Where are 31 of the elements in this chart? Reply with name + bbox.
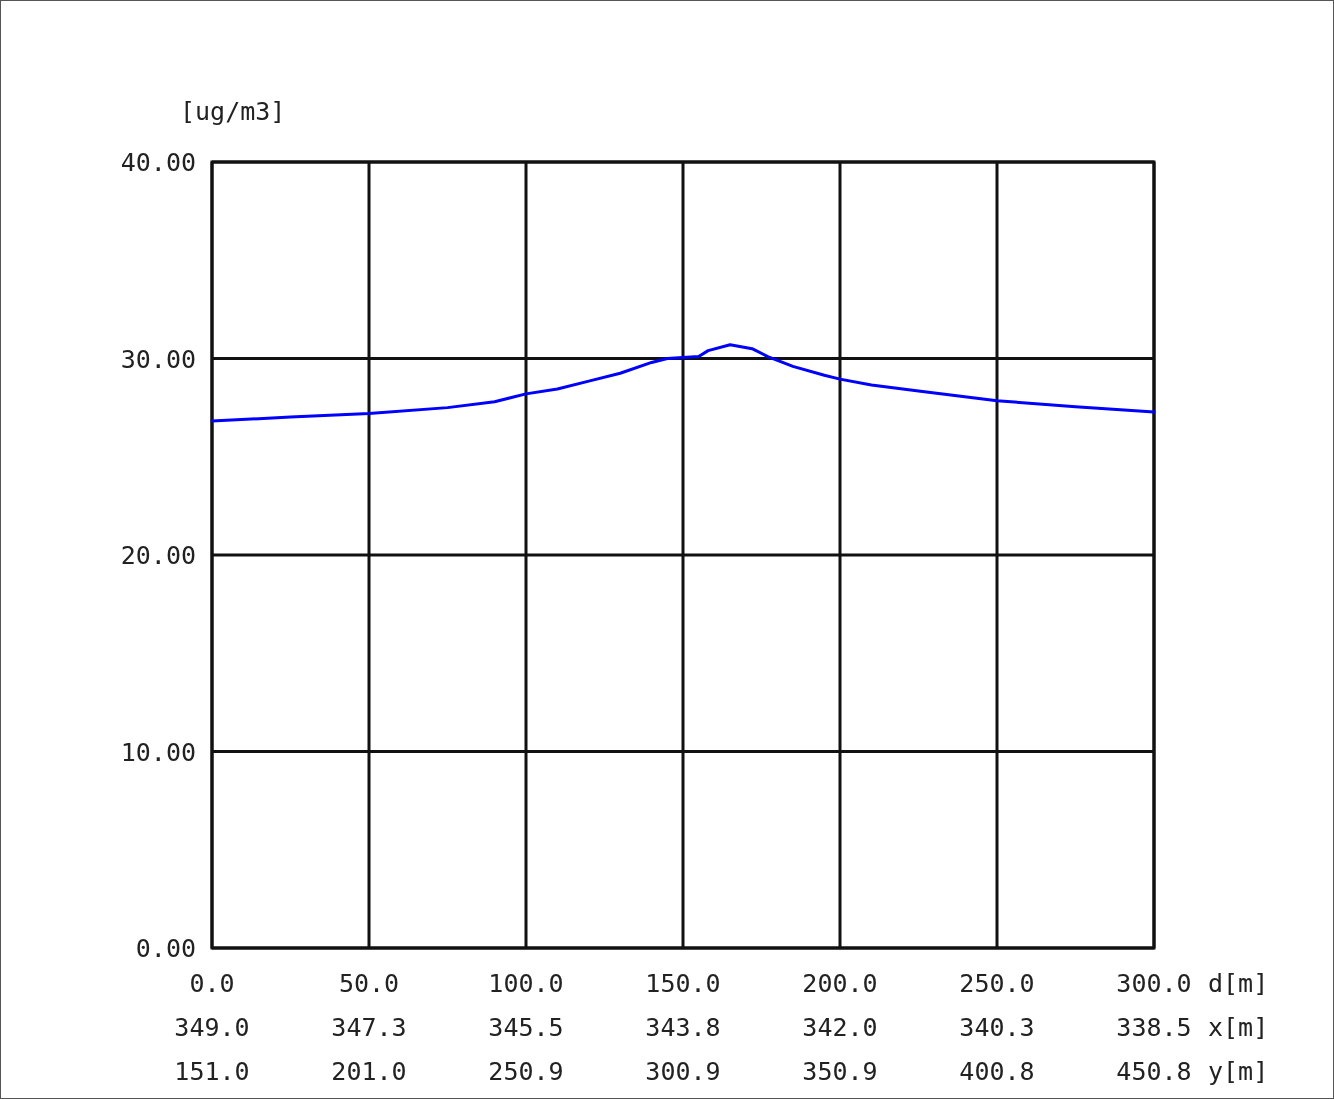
y-axis-title: [ug/m3] (180, 97, 286, 126)
text: 300.9 (645, 1057, 721, 1086)
x-tick-label: 0.0 (189, 969, 235, 998)
y-tick-label: 40.00 (120, 148, 196, 177)
y-tick-label: 30.00 (120, 344, 196, 374)
x2-tick-label: 347.3 (331, 1013, 407, 1042)
x-tick-label: 200.0 (802, 969, 878, 998)
x2-tick-label: 343.8 (645, 1013, 721, 1042)
y-tick-label: 20.00 (120, 541, 196, 570)
x2-axis-title: x[m] (1208, 1013, 1269, 1042)
text: 400.8 (959, 1057, 1035, 1086)
x2-tick-label: 342.0 (802, 1013, 878, 1042)
text: 350.9 (802, 1057, 878, 1086)
x-tick-label: 250.0 (959, 969, 1035, 998)
x-tick-label: 100.0 (488, 969, 564, 998)
text: 201.0 (331, 1057, 407, 1086)
x2-tick-label: 345.5 (488, 1013, 564, 1042)
line-series (210, 343, 1156, 423)
x-tick-label: 150.0 (645, 969, 721, 998)
text: y[m] (1208, 1057, 1269, 1086)
text: 151.0 (174, 1057, 250, 1086)
x-tick-label: 50.0 (338, 969, 400, 998)
x-axis-title: d[m] (1208, 969, 1269, 998)
y-tick-label: 0.00 (135, 934, 196, 963)
x2-tick-label: 349.0 (174, 1013, 250, 1042)
x2-tick-label: 340.3 (959, 1013, 1035, 1042)
text: 450.8 (1116, 1057, 1192, 1086)
text: 250.9 (488, 1057, 564, 1086)
x-tick-label: 300.0 (1116, 969, 1192, 998)
x2-tick-label: 338.5 (1116, 1013, 1192, 1042)
y-tick-label: 10.00 (120, 737, 196, 767)
